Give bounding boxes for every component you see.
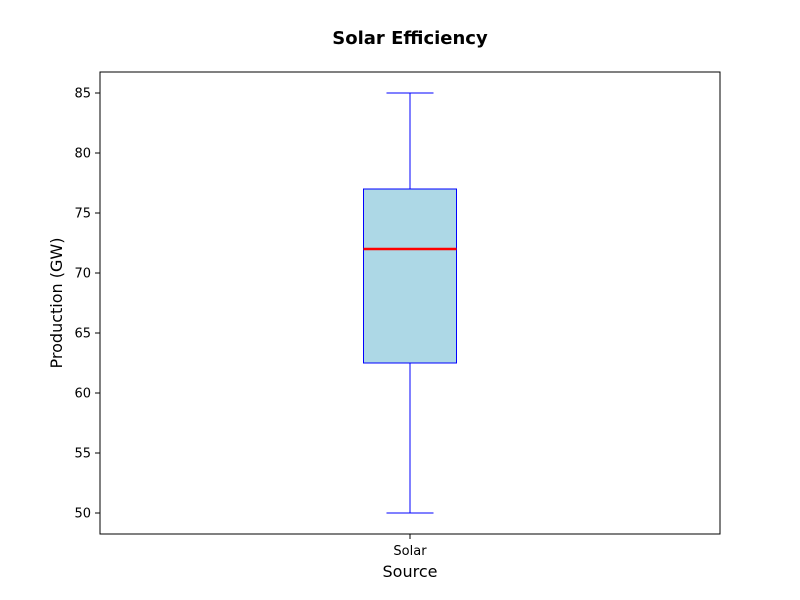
y-tick-label: 60 bbox=[74, 387, 91, 402]
y-tick-label: 50 bbox=[74, 507, 91, 522]
x-axis-label: Source bbox=[383, 562, 438, 581]
y-axis-label: Production (GW) bbox=[47, 238, 66, 369]
y-tick-label: 85 bbox=[74, 87, 91, 102]
y-tick-label: 75 bbox=[74, 207, 91, 222]
chart-title: Solar Efficiency bbox=[332, 28, 488, 49]
y-tick-label: 70 bbox=[74, 267, 91, 282]
y-axis: 50 55 60 65 70 75 80 85 bbox=[74, 87, 100, 522]
boxplot-group bbox=[363, 92, 457, 514]
x-axis: Solar bbox=[393, 534, 427, 559]
iqr-box bbox=[363, 188, 457, 364]
y-tick-label: 55 bbox=[74, 447, 91, 462]
y-tick-label: 80 bbox=[74, 147, 91, 162]
x-tick-label: Solar bbox=[393, 544, 427, 559]
y-tick-label: 65 bbox=[74, 327, 91, 342]
